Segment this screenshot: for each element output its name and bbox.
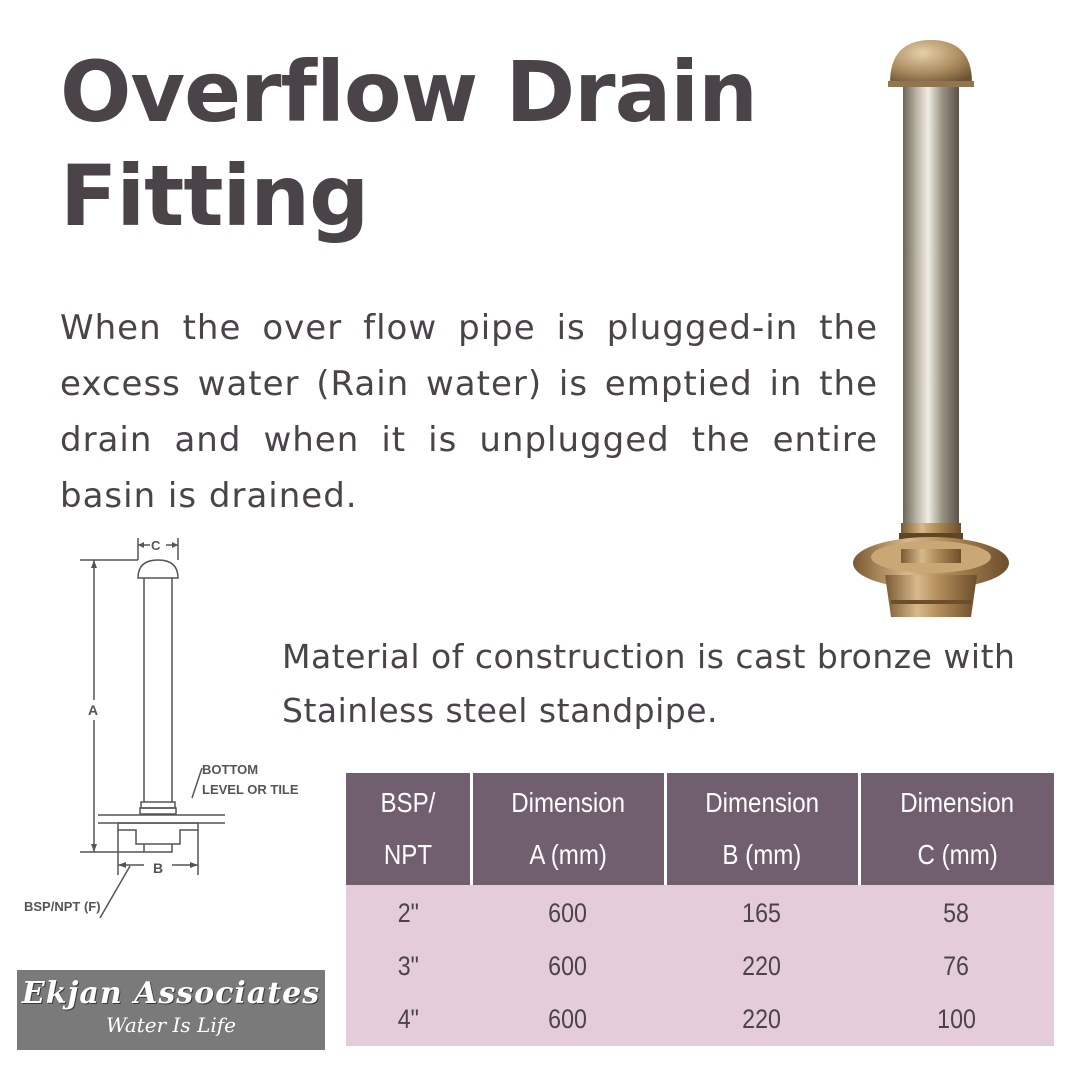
diagram-label-c: C bbox=[151, 538, 161, 553]
table-cell: 165 bbox=[665, 885, 859, 940]
table-cell: 220 bbox=[665, 940, 859, 993]
table-cell: 600 bbox=[471, 940, 665, 993]
table-row: 4" 600 220 100 bbox=[346, 993, 1054, 1046]
company-logo: Ekjan Associates Water Is Life bbox=[17, 970, 325, 1050]
table-row: 2" 600 165 58 bbox=[346, 885, 1054, 940]
table-header-row: BSP/NPT Dimension A (mm) Dimension B (mm) … bbox=[346, 773, 1054, 885]
diagram-label-bottom: BOTTOM bbox=[202, 762, 258, 777]
table-cell: 600 bbox=[471, 885, 665, 940]
diagram-label-thread: BSP/NPT (F) bbox=[24, 899, 101, 914]
product-image bbox=[853, 40, 1009, 617]
material-paragraph: Material of construction is cast bronze … bbox=[282, 637, 1016, 730]
logo-tagline: Water Is Life bbox=[106, 1013, 236, 1037]
table-cell: 100 bbox=[859, 993, 1054, 1046]
diagram-label-level: LEVEL OR TILE bbox=[202, 782, 299, 797]
spec-table: BSP/NPT Dimension A (mm) Dimension B (mm) … bbox=[346, 773, 1054, 1046]
header-dimension-a: Dimension A (mm) bbox=[471, 773, 667, 885]
table-cell: 4" bbox=[346, 993, 471, 1046]
table-cell: 600 bbox=[471, 993, 665, 1046]
table-cell: 3" bbox=[346, 940, 471, 993]
intro-paragraph: When the over flow pipe is plugged-in th… bbox=[60, 308, 878, 516]
header-dimension-b: Dimension B (mm) bbox=[665, 773, 861, 885]
dimension-diagram: C A B BOTTOM LEVEL OR TILE BSP/NPT (F) bbox=[24, 538, 299, 919]
table-cell: 2" bbox=[346, 885, 471, 940]
table-cell: 58 bbox=[859, 885, 1054, 940]
header-dimension-c: Dimension C (mm) bbox=[859, 773, 1054, 885]
table-cell: 76 bbox=[859, 940, 1054, 993]
logo-name: Ekjan Associates bbox=[21, 976, 321, 1011]
page-title: Overflow Drain Fitting bbox=[60, 43, 758, 245]
table-cell: 220 bbox=[665, 993, 859, 1046]
diagram-label-b: B bbox=[153, 860, 163, 876]
table-row: 3" 600 220 76 bbox=[346, 940, 1054, 993]
diagram-label-a: A bbox=[88, 702, 98, 718]
header-bsp-npt: BSP/NPT bbox=[346, 773, 473, 885]
